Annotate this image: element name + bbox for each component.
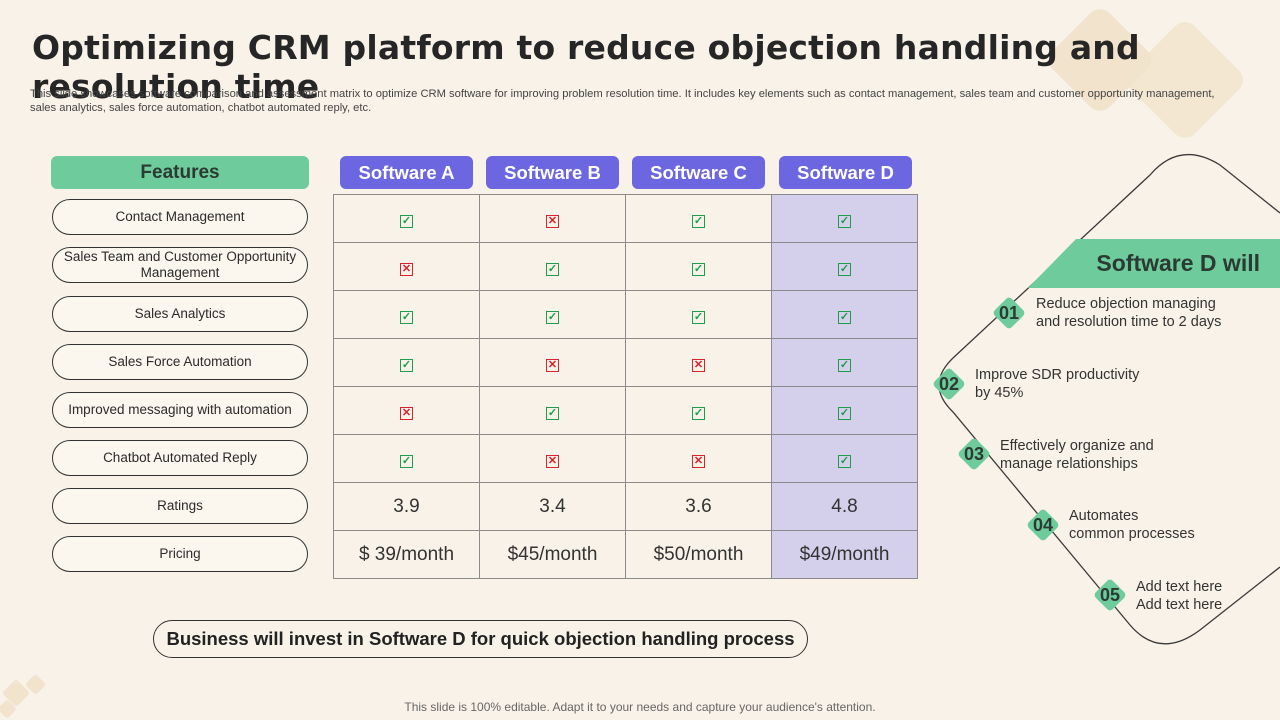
comparison-matrix: ✓ ✕ ✓ ✓ ✕ ✓ ✓ ✓ ✓ ✓ ✓ ✓ ✓ ✕ ✕ ✓ ✕ ✓ ✓ ✓ ✓ ✕ ✕ ✓ 3.9 3.4 3.6 4.8 $ 39… — [333, 194, 918, 579]
check-icon: ✓ — [838, 262, 851, 276]
matrix-cell: ✓ — [479, 386, 626, 435]
cross-icon: ✕ — [546, 214, 559, 228]
check-icon: ✓ — [692, 406, 705, 420]
matrix-cell: ✓ — [771, 242, 918, 291]
check-icon: ✓ — [546, 406, 559, 420]
matrix-cell: ✓ — [771, 386, 918, 435]
check-icon: ✓ — [838, 358, 851, 372]
matrix-cell: ✓ — [771, 338, 918, 387]
check-icon: ✓ — [400, 214, 413, 228]
check-icon: ✓ — [692, 214, 705, 228]
matrix-row: ✓ ✓ ✓ ✓ — [333, 290, 918, 339]
matrix-row: ✕ ✓ ✓ ✓ — [333, 386, 918, 435]
matrix-cell: ✕ — [333, 386, 480, 435]
check-icon: ✓ — [838, 214, 851, 228]
check-icon: ✓ — [838, 454, 851, 468]
check-icon: ✓ — [400, 358, 413, 372]
cross-icon: ✕ — [546, 454, 559, 468]
feature-label: Sales Analytics — [52, 296, 308, 332]
rating-cell: 3.4 — [479, 482, 626, 531]
cross-icon: ✕ — [400, 262, 413, 276]
matrix-row: ✓ ✕ ✕ ✓ — [333, 434, 918, 483]
price-cell: $49/month — [771, 530, 918, 579]
matrix-cell: ✓ — [771, 194, 918, 243]
software-a-header: Software A — [340, 156, 473, 189]
panel-title: Software D will — [1096, 250, 1260, 276]
point-text: Improve SDR productivity by 45% — [975, 367, 1140, 401]
matrix-cell: ✓ — [333, 290, 480, 339]
check-icon: ✓ — [692, 262, 705, 276]
matrix-row: ✕ ✓ ✓ ✓ — [333, 242, 918, 291]
matrix-cell: ✓ — [625, 242, 772, 291]
price-cell: $ 39/month — [333, 530, 480, 579]
matrix-cell: ✓ — [333, 338, 480, 387]
check-icon: ✓ — [400, 454, 413, 468]
software-c-header: Software C — [632, 156, 765, 189]
point-number-badge: 04 — [1026, 508, 1060, 542]
rating-cell: 3.6 — [625, 482, 772, 531]
check-icon: ✓ — [838, 310, 851, 324]
page-title: Optimizing CRM platform to reduce object… — [32, 28, 1140, 106]
check-icon: ✓ — [546, 262, 559, 276]
matrix-cell: ✓ — [625, 290, 772, 339]
matrix-cell: ✓ — [479, 290, 626, 339]
matrix-cell: ✕ — [479, 434, 626, 483]
point-number-badge: 02 — [932, 367, 966, 401]
feature-label: Pricing — [52, 536, 308, 572]
price-cell: $50/month — [625, 530, 772, 579]
feature-label: Improved messaging with automation — [52, 392, 308, 428]
point-text: Reduce objection managing and resolution … — [1036, 296, 1222, 330]
point-text: Automates common processes — [1069, 508, 1195, 542]
point-text: Effectively organize and manage relations… — [1000, 438, 1154, 472]
software-b-header: Software B — [486, 156, 619, 189]
feature-label: Sales Force Automation — [52, 344, 308, 380]
matrix-cell: ✕ — [479, 338, 626, 387]
matrix-cell: ✕ — [625, 338, 772, 387]
conclusion-box: Business will invest in Software D for q… — [153, 620, 808, 658]
matrix-row: ✓ ✕ ✓ ✓ — [333, 194, 918, 243]
cross-icon: ✕ — [400, 406, 413, 420]
matrix-cell: ✓ — [625, 194, 772, 243]
cross-icon: ✕ — [692, 358, 705, 372]
features-header: Features — [51, 156, 309, 189]
feature-label: Sales Team and Customer Opportunity Mana… — [52, 247, 308, 283]
rating-cell: 3.9 — [333, 482, 480, 531]
matrix-row: ✓ ✕ ✕ ✓ — [333, 338, 918, 387]
price-cell: $45/month — [479, 530, 626, 579]
page-subtitle: This slide showcases software comparison… — [30, 88, 1215, 114]
cross-icon: ✕ — [692, 454, 705, 468]
matrix-cell: ✕ — [625, 434, 772, 483]
rating-cell: 4.8 — [771, 482, 918, 531]
feature-label: Ratings — [52, 488, 308, 524]
panel-title-banner — [1028, 239, 1280, 288]
software-d-header: Software D — [779, 156, 912, 189]
matrix-cell: ✓ — [479, 242, 626, 291]
matrix-cell: ✓ — [771, 290, 918, 339]
check-icon: ✓ — [838, 406, 851, 420]
matrix-cell: ✕ — [333, 242, 480, 291]
check-icon: ✓ — [400, 310, 413, 324]
check-icon: ✓ — [546, 310, 559, 324]
pricing-row: $ 39/month $45/month $50/month $49/month — [333, 530, 918, 579]
feature-label: Contact Management — [52, 199, 308, 235]
point-text: Add text here Add text here — [1136, 579, 1223, 613]
matrix-cell: ✓ — [333, 434, 480, 483]
point-number-badge: 05 — [1093, 578, 1127, 612]
check-icon: ✓ — [692, 310, 705, 324]
point-number-badge: 01 — [992, 296, 1026, 330]
cross-icon: ✕ — [546, 358, 559, 372]
matrix-cell: ✓ — [333, 194, 480, 243]
point-number-badge: 03 — [957, 437, 991, 471]
footer-note: This slide is 100% editable. Adapt it to… — [404, 700, 876, 714]
feature-label: Chatbot Automated Reply — [52, 440, 308, 476]
matrix-cell: ✓ — [771, 434, 918, 483]
ratings-row: 3.9 3.4 3.6 4.8 — [333, 482, 918, 531]
